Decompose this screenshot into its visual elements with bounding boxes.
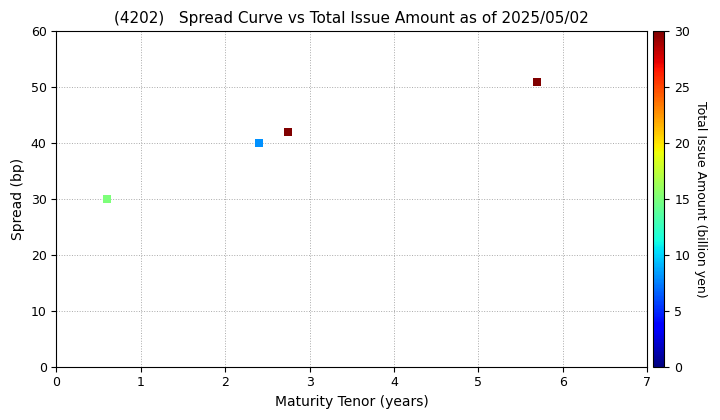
Y-axis label: Total Issue Amount (billion yen): Total Issue Amount (billion yen) — [694, 101, 707, 297]
Title: (4202)   Spread Curve vs Total Issue Amount as of 2025/05/02: (4202) Spread Curve vs Total Issue Amoun… — [114, 11, 589, 26]
Point — [102, 196, 113, 202]
X-axis label: Maturity Tenor (years): Maturity Tenor (years) — [275, 395, 428, 409]
Point — [531, 79, 543, 85]
Y-axis label: Spread (bp): Spread (bp) — [11, 158, 25, 240]
Point — [283, 129, 294, 135]
Point — [253, 140, 265, 147]
